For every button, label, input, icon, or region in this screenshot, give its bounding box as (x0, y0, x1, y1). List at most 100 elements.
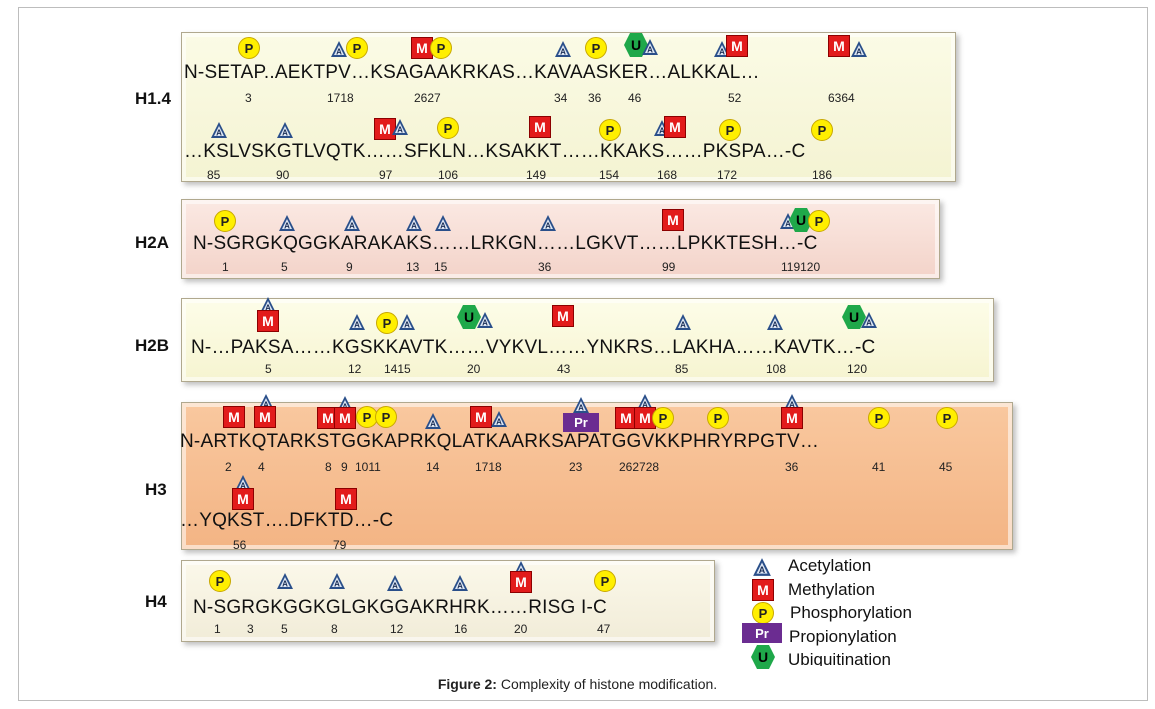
position-number: 186 (812, 168, 833, 182)
svg-text:A: A (482, 319, 488, 328)
h14-sequence-line2: …KSLVSKGTLVQTK……SFKLN…KSAKKT……KKAKS……PKS… (184, 141, 806, 162)
svg-text:A: A (856, 48, 862, 57)
position-number: 20 (467, 362, 481, 376)
legend-acetylation-label: Acetylation (788, 556, 872, 575)
methylation-icon: M (335, 488, 357, 510)
acetylation-icon: A (235, 475, 251, 491)
svg-text:A: A (659, 127, 665, 136)
position-number: 46 (628, 91, 642, 105)
svg-text:A: A (496, 418, 502, 427)
acetylation-icon: A (344, 215, 360, 231)
acetylation-icon: A (784, 394, 800, 410)
legend-acetylation-icon: A (753, 558, 771, 576)
propionylation-icon: Pr (563, 413, 599, 432)
h3-sequence-line1: N-ARTKQTARKSTGGKAPRKQLATKAARKSAPATGGVKKP… (180, 431, 820, 452)
legend-phosphorylation-icon: P (752, 602, 774, 624)
position-number: 45 (939, 460, 953, 474)
h4-panel (181, 560, 715, 642)
svg-text:A: A (719, 48, 725, 57)
position-number: 23 (569, 460, 583, 474)
phosphorylation-icon: P (375, 406, 397, 428)
figure-caption: Figure 2: Complexity of histone modifica… (0, 676, 1155, 692)
svg-text:A: A (240, 482, 246, 491)
acetylation-icon: A (387, 575, 403, 591)
figure-caption-text: Complexity of histone modification. (496, 676, 718, 692)
ubiquitination-icon: U (842, 305, 866, 329)
position-number: 56 (233, 538, 247, 552)
svg-text:A: A (647, 46, 653, 55)
phosphorylation-icon: P (585, 37, 607, 59)
svg-text:A: A (642, 401, 648, 410)
position-number: 36 (785, 460, 799, 474)
position-number: 108 (766, 362, 787, 376)
acetylation-icon: A (399, 314, 415, 330)
position-number: 106 (438, 168, 459, 182)
position-number: 99 (662, 260, 676, 274)
svg-text:A: A (397, 126, 403, 135)
phosphorylation-icon: P (707, 407, 729, 429)
phosphorylation-icon: P (936, 407, 958, 429)
position-number: 12 (348, 362, 362, 376)
position-number: 154 (599, 168, 620, 182)
position-number: 1718 (475, 460, 502, 474)
phosphorylation-icon: P (599, 119, 621, 141)
h3-sequence-line2: …YQKST….DFKTD…-C (180, 510, 394, 531)
h2b-sequence: N-…PAKSA……KGSKKAVTK……VYKVL……YNKRS…LAKHA…… (191, 337, 876, 358)
position-number: 36 (538, 260, 552, 274)
svg-text:A: A (282, 129, 288, 138)
position-number: 120 (847, 362, 868, 376)
position-number: 15 (434, 260, 448, 274)
svg-text:A: A (772, 321, 778, 330)
svg-text:A: A (560, 48, 566, 57)
h14-sequence-line1: N-SETAP..AEKTPV…KSAGAAKRKAS…KAVAASKER…AL… (184, 62, 760, 83)
position-number: 52 (728, 91, 742, 105)
position-number: 1011 (355, 460, 381, 474)
position-number: 2627 (414, 91, 441, 105)
figure-caption-label: Figure 2: (437, 676, 497, 692)
position-number: 90 (276, 168, 290, 182)
phosphorylation-icon: P (808, 210, 830, 232)
acetylation-icon: A (555, 41, 571, 57)
acetylation-icon: A (277, 573, 293, 589)
svg-text:A: A (430, 420, 436, 429)
phosphorylation-icon: P (811, 119, 833, 141)
svg-text:A: A (282, 580, 288, 589)
acetylation-icon: A (279, 215, 295, 231)
methylation-icon: M (529, 116, 551, 138)
svg-text:A: A (411, 222, 417, 231)
h2a-label: H2A (135, 233, 170, 252)
position-number: 5 (265, 362, 272, 376)
svg-text:A: A (680, 321, 686, 330)
phosphorylation-icon: P (238, 37, 260, 59)
h2a-sequence: N-SGRGKQGGKARAKAKS……LRKGN……LGKVT……LPKKTE… (193, 233, 818, 254)
svg-text:A: A (265, 304, 271, 313)
position-number: 149 (526, 168, 547, 182)
svg-text:A: A (392, 582, 398, 591)
position-number: 47 (597, 622, 611, 636)
position-number: 5 (281, 622, 288, 636)
phosphorylation-icon: P (437, 117, 459, 139)
acetylation-icon: A (642, 39, 658, 55)
acetylation-icon: A (260, 297, 276, 313)
phosphorylation-icon: P (652, 407, 674, 429)
h14-label: H1.4 (135, 89, 171, 108)
svg-text:A: A (789, 401, 795, 410)
methylation-icon: M (334, 407, 356, 429)
position-number: 3 (245, 91, 252, 105)
position-number: 16 (454, 622, 468, 636)
acetylation-icon: A (675, 314, 691, 330)
position-number: 172 (717, 168, 738, 182)
position-number: 6364 (828, 91, 855, 105)
svg-text:A: A (334, 580, 340, 589)
methylation-icon: M (726, 35, 748, 57)
position-number: 3 (247, 622, 254, 636)
acetylation-icon: A (331, 41, 347, 57)
position-number: 1 (214, 622, 221, 636)
position-number: 1415 (384, 362, 411, 376)
position-number: 79 (333, 538, 347, 552)
acetylation-icon: A (406, 215, 422, 231)
acetylation-icon: A (425, 413, 441, 429)
methylation-icon: M (470, 406, 492, 428)
svg-text:A: A (785, 220, 791, 229)
position-number: 2 (225, 460, 232, 474)
